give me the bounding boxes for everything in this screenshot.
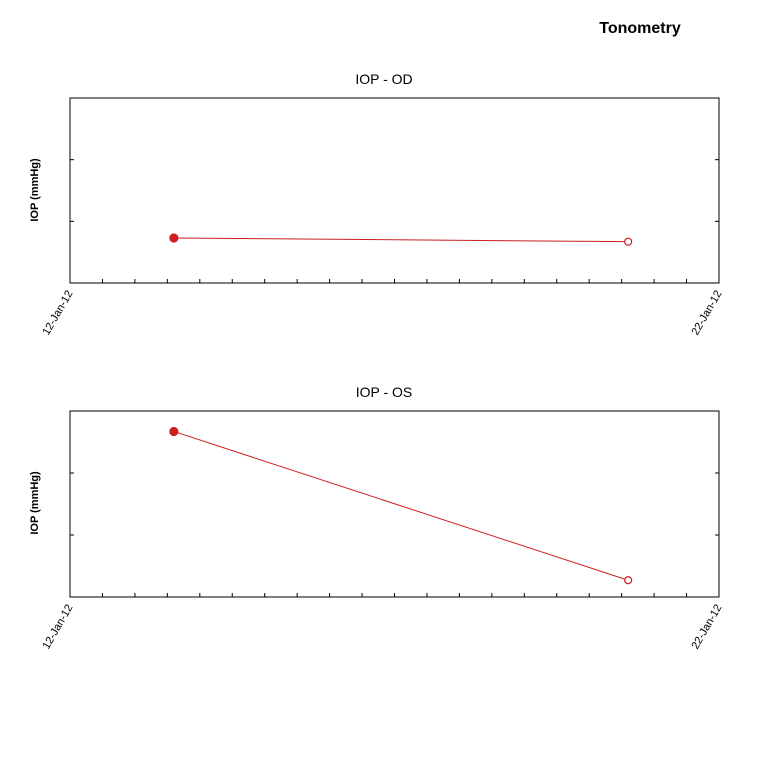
y-axis-label-od: IOP (mmHg)	[29, 158, 41, 222]
y-axis-label-os: IOP (mmHg)	[29, 471, 41, 535]
chart-title-od: IOP - OD	[355, 71, 412, 87]
chart-title-os: IOP - OS	[356, 384, 413, 400]
x-tick-label-end-od: 22-Jan-12	[689, 289, 724, 338]
page-title: Tonometry	[599, 20, 681, 37]
x-tick-label-start-od: 12-Jan-12	[40, 289, 75, 338]
x-tick-label-end-os: 22-Jan-12	[689, 603, 724, 652]
data-point-open	[624, 237, 633, 246]
x-tick-label-start-os: 12-Jan-12	[40, 603, 75, 652]
plot-frame-od	[69, 97, 720, 284]
chart-iop-os: IOP - OS IOP (mmHg) 12-Jan-12 22-Jan-12	[29, 384, 725, 651]
series-line	[173, 237, 629, 243]
data-point-open	[624, 576, 633, 585]
chart-iop-od: IOP - OD IOP (mmHg) 12-Jan-12 22-Jan-12	[29, 71, 725, 337]
data-point-filled	[169, 426, 179, 437]
data-point-filled	[169, 233, 179, 243]
series-line	[173, 430, 629, 581]
